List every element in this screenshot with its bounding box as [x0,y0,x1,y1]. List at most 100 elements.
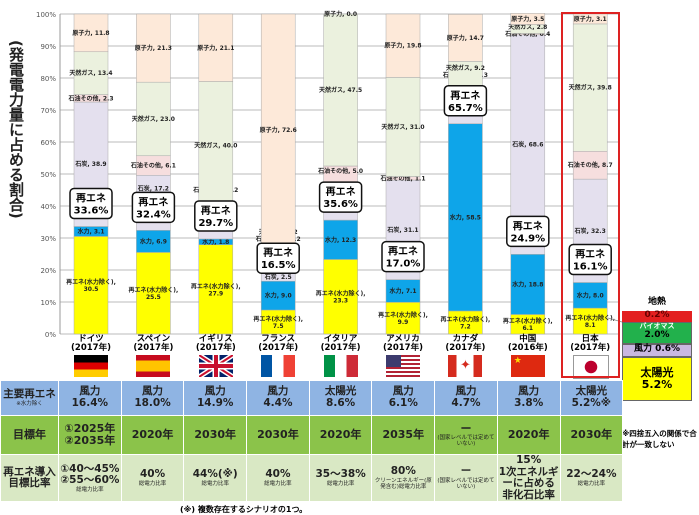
data-label: 天然ガス, 23.0 [132,115,175,123]
data-label: 原子力, 14.7 [447,34,484,42]
table-cell: 風力 16.4% [58,380,122,416]
data-label: 原子力, 21.3 [135,44,172,52]
table-cell: 44%(※) 総電力比率 [183,453,248,503]
renewable-targets-table: 主要再エネ ※水力除く 風力 16.4% 風力 18.0% 風力 14.9% 風力 4.4% 太陽光… [0,380,624,503]
flag-cn-icon: ★ [510,355,545,377]
table-cell: 2030年 [246,415,310,455]
data-label: 石炭, 31.1 [386,226,418,234]
table-cell: ー (国家レベルでは定めていない) [434,415,498,455]
bar-segment-天然ガス [323,13,358,167]
data-label: 石油その他, 0.4 [504,30,550,38]
data-label: 原子力, 3.1 [574,15,607,23]
bar-segment-再エネ(水力除く) [572,307,608,335]
data-label: 石油その他, 5.0 [317,167,363,175]
renewable-total-label: 24.9% [510,233,545,244]
data-label: 再エネ(水力除く), 7.2 [441,315,491,330]
table-cell: ①40～45% ②55～60% 総電力比率 [58,453,122,503]
table-cell: 2035年 [371,415,436,455]
flag-es-icon [136,355,171,377]
flag-gb-icon [198,355,233,377]
bar-segment-原子力 [448,14,483,62]
data-label: 再エネ(水力除く), 23.3 [316,290,366,305]
data-label: 原子力, 21.1 [197,44,234,52]
country-label: フランス (2017年) [258,334,299,353]
data-label: 石炭, 68.6 [511,141,543,149]
flag-jp-icon [573,355,610,379]
data-label: 天然ガス, 9.2 [446,64,485,72]
table-cell: 2020年 [120,415,185,455]
data-label: 天然ガス, 2.8 [508,23,547,31]
renewable-total-label: 35.6% [323,199,358,210]
table-cell: 40% 総電力比率 [120,453,185,503]
data-label: 石炭, 2.5 [264,273,292,281]
table-cell: 2020年 [308,415,373,455]
legend-geothermal-value: 0.2% [622,310,692,322]
data-label: 石油その他, 8.7 [567,161,613,169]
data-label: 石炭, 17.2 [137,184,169,192]
bar-segment-水力 [260,280,296,311]
rounding-note: ※四捨五入の関係で合計が一致しない [622,429,697,449]
flag-de-icon [74,355,108,377]
renewable-total-label: 再エネ [138,196,168,208]
bar-segment-天然ガス [73,51,109,95]
bar-segment-原子力 [136,13,171,83]
data-label: 再エネ(水力除く), 25.5 [129,286,179,301]
renewable-total-callout [69,187,113,220]
table-cell: 風力 4.4% [246,380,310,416]
bar-segment-再エネ(水力除く) [73,236,109,335]
table-row: 再エネ導入目標比率 ①40～45% ②55～60% 総電力比率 40% 総電力比率 44%(… [0,453,624,503]
y-tick-label: 30% [40,235,56,243]
y-tick-label: 50% [40,171,56,179]
data-label: 再エネ(水力除く), 27.9 [191,282,241,297]
y-tick-label: 40% [40,203,56,211]
flag-us-icon [386,355,420,377]
renewable-total-label: 再エネ [575,248,605,260]
renewable-total-callout [506,215,550,248]
bar-segment-原子力 [385,13,421,78]
bar-segment-天然ガス [572,23,608,152]
table-row: 主要再エネ ※水力除く 風力 16.4% 風力 18.0% 風力 14.9% 風力 4.4% 太陽光… [0,380,624,416]
renewable-total-label: 再エネ [263,247,293,259]
flag-it-icon [323,355,358,377]
data-label: 石炭, 38.9 [74,160,106,168]
bar-segment-再エネ(水力除く) [136,252,171,335]
country-label: 日本 (2017年) [570,334,611,353]
bar-segment-水力 [448,123,483,312]
renewable-total-label: 再エネ [513,220,543,232]
country-label: アメリカ (2017年) [383,334,423,353]
data-label: 天然ガス, 31.0 [381,123,424,131]
data-label: 石油その他, 6.1 [130,162,176,170]
table-cell: 2030年 [183,415,248,455]
table-cell: 35～38% 総電力比率 [308,453,373,503]
legend-wind: 風力 0.6% [622,344,692,357]
data-label: 水力, 18.8 [512,280,543,288]
table-cell: 風力 4.7% [434,380,498,416]
data-label: 石油その他, 2.3 [68,94,114,102]
data-label: 原子力, 19.8 [384,42,421,50]
data-label: 水力, 12.3 [325,236,356,244]
row-header: 目標年 [0,415,59,455]
y-tick-label: 10% [40,299,56,307]
japan-highlight-box [561,12,620,378]
y-tick-label: 70% [40,107,56,115]
renewable-total-callout [194,200,238,232]
legend-geothermal-label: 地熱 [647,297,666,307]
bar-segment-原子力 [510,13,546,25]
data-label: 天然ガス, 39.8 [569,84,612,92]
table-cell: 2030年 [559,415,624,455]
country-label: スペイン (2017年) [133,334,174,353]
country-label: イギリス (2017年) [195,334,236,353]
bar-segment-原子力 [73,13,109,53]
table-cell: 風力 14.9% [183,380,248,416]
bar-segment-再エネ(水力除く) [198,244,234,335]
table-cell: ー (国家レベルでは定めていない) [434,453,498,503]
data-label: 再エネ(水力除く), 8.1 [565,314,615,329]
row-header: 再エネ導入目標比率 [0,453,59,503]
data-label: 水力, 3.1 [78,227,105,235]
data-label: 水力, 1.8 [202,238,229,246]
renewable-total-label: 再エネ [388,246,418,258]
bar-segment-原子力 [260,13,296,247]
legend-biomass: バイオマス 2.0% [622,322,692,344]
country-label: ドイツ (2017年) [71,334,111,353]
stacked-bar-chart: 0% 10% 20% 30% 40% 50% 60% 70% 80% 90% 100% 再エネ(水力除… [36,10,623,339]
